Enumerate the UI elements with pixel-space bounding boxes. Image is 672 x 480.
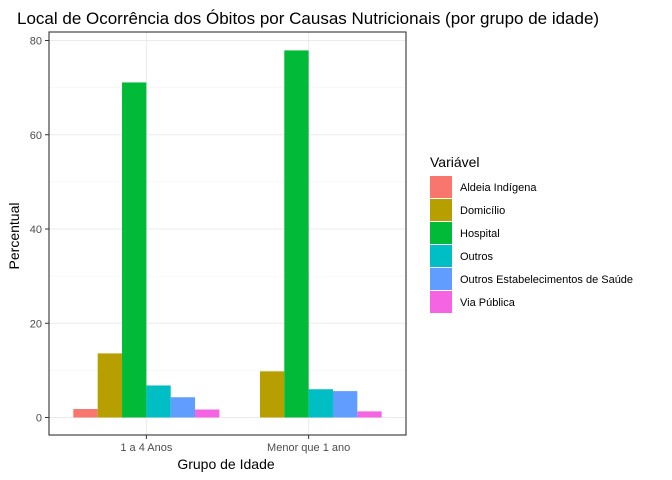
plot-area: 0 20 40 60 80 1 a 4 Anos Menor que 1 ano — [30, 31, 407, 454]
panel-border — [48, 31, 407, 436]
legend-key — [430, 291, 452, 313]
bar — [122, 82, 147, 418]
bar — [170, 397, 196, 418]
legend-label: Via Pública — [460, 297, 516, 309]
legend-key — [430, 199, 452, 221]
legend-key — [430, 268, 452, 290]
y-tick-label: 80 — [30, 36, 42, 48]
bar — [308, 389, 333, 418]
legend-label: Outros Estabelecimentos de Saúde — [460, 274, 633, 286]
legend-label: Outros — [460, 251, 494, 263]
x-tick-label: 1 a 4 Anos — [120, 442, 172, 454]
y-tick-label: 60 — [30, 130, 42, 142]
bar — [73, 409, 98, 418]
x-tick-label: Menor que 1 ano — [267, 442, 350, 454]
bar — [146, 385, 171, 418]
y-tick-label: 20 — [30, 318, 42, 330]
bar — [259, 371, 285, 418]
bar — [357, 411, 382, 418]
bar — [332, 391, 358, 418]
y-tick-label: 40 — [30, 224, 42, 236]
bar — [195, 409, 220, 418]
legend-key — [430, 176, 452, 198]
legend-key — [430, 222, 452, 244]
chart-title: Local de Ocorrência dos Óbitos por Causa… — [17, 9, 599, 28]
legend-key — [430, 245, 452, 267]
legend-label: Domicílio — [460, 205, 505, 217]
legend-label: Aldeia Indígena — [460, 182, 537, 194]
legend-title: Variável — [430, 154, 480, 170]
y-tick-label: 0 — [36, 413, 42, 425]
y-axis-title: Percentual — [6, 203, 22, 270]
legend-label: Hospital — [460, 228, 500, 240]
legend: Aldeia Indígena Domicílio Hospital Outros Ou… — [430, 176, 633, 313]
bar — [284, 50, 309, 418]
bar — [97, 353, 123, 418]
x-axis-title: Grupo de Idade — [177, 456, 275, 472]
